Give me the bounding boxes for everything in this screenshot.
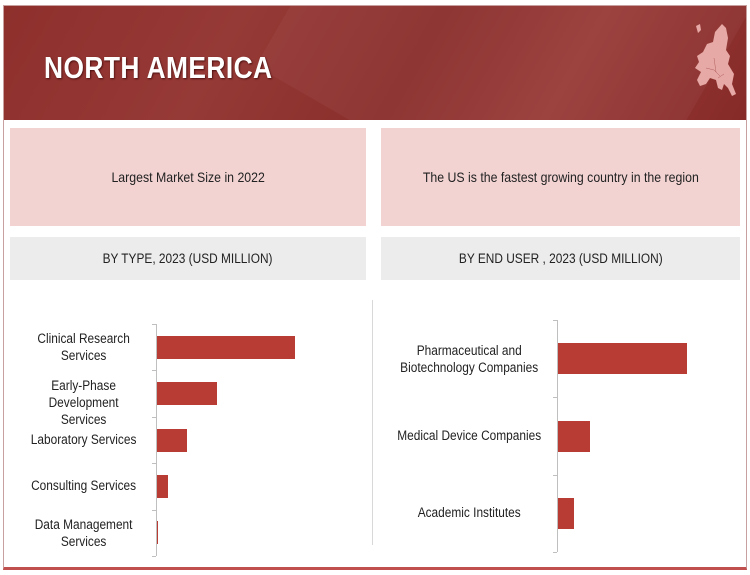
region-title: NORTH AMERICA bbox=[44, 50, 273, 85]
bar-medical-device-companies bbox=[558, 420, 590, 452]
axis-tick bbox=[152, 416, 156, 418]
highlight-largest-market: Largest Market Size in 2022 bbox=[10, 128, 366, 226]
category-label: Data Management Services bbox=[34, 516, 133, 549]
bar-early-phase-development-services bbox=[157, 382, 217, 406]
category-label: Academic Institutes bbox=[417, 505, 521, 521]
europe-map-icon bbox=[695, 24, 736, 96]
axis-tick bbox=[553, 552, 557, 553]
highlight-fastest-growing: The US is the fastest growing country in… bbox=[381, 128, 740, 226]
bar-data-management-services bbox=[157, 521, 158, 545]
section-by-end-user: BY END USER , 2023 (USD MILLION) bbox=[381, 237, 740, 280]
axis-tick bbox=[553, 474, 557, 476]
category-label: Medical Device Companies bbox=[397, 428, 542, 443]
axis-tick bbox=[152, 370, 156, 372]
section-by-type: BY TYPE, 2023 (USD MILLION) bbox=[10, 237, 366, 280]
bar-pharmaceutical-and-biotechnology-companies bbox=[558, 343, 687, 375]
column-divider bbox=[372, 300, 373, 545]
bar-laboratory-services bbox=[157, 428, 187, 452]
panel-frame bbox=[3, 5, 747, 570]
axis-tick bbox=[152, 509, 156, 511]
bar-clinical-research-services bbox=[157, 335, 295, 359]
axis-tick bbox=[152, 324, 156, 325]
category-label: Pharmaceutical and Biotechnology Companie… bbox=[400, 342, 539, 375]
axis-tick bbox=[553, 397, 557, 399]
axis-tick bbox=[152, 556, 156, 557]
category-label: Clinical Research Services bbox=[37, 331, 130, 364]
axis-tick bbox=[553, 320, 557, 321]
bar-consulting-services bbox=[157, 474, 168, 498]
category-axis bbox=[557, 320, 558, 552]
header-banner: NORTH AMERICA bbox=[4, 6, 746, 120]
axis-tick bbox=[152, 463, 156, 465]
category-axis bbox=[156, 324, 157, 556]
category-label: Laboratory Services bbox=[30, 432, 137, 447]
bar-academic-institutes bbox=[558, 497, 574, 529]
category-label: Early-Phase Development Services bbox=[48, 377, 119, 427]
category-label: Consulting Services bbox=[31, 478, 137, 494]
